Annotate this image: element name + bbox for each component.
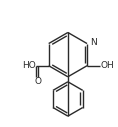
Text: O: O: [35, 77, 42, 86]
Text: OH: OH: [101, 61, 115, 70]
Text: N: N: [90, 38, 97, 47]
Text: HO: HO: [22, 61, 35, 70]
